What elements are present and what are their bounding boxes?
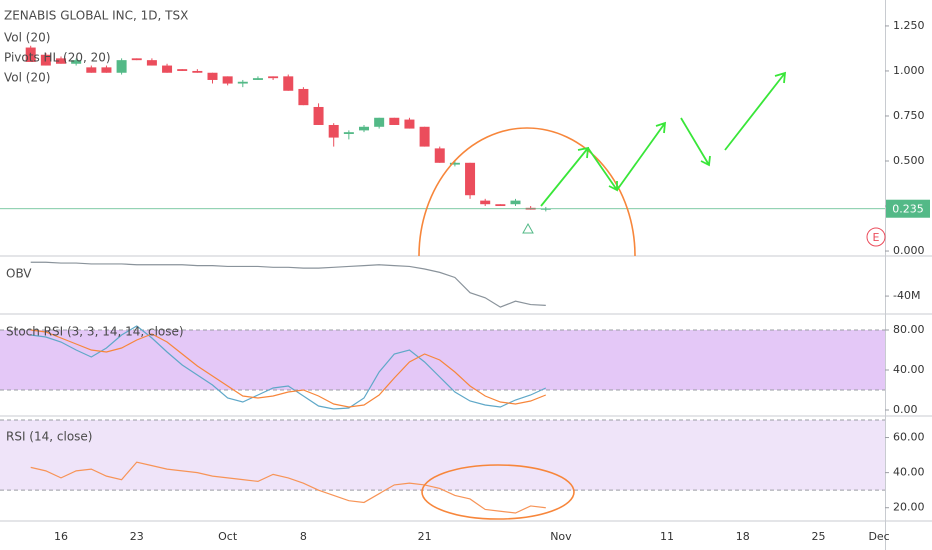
candle-body xyxy=(177,69,188,71)
indicator-label: Vol (20) xyxy=(4,71,50,85)
x-tick-label: 21 xyxy=(418,530,432,543)
y-tick-label: 0.000 xyxy=(893,244,925,257)
y-tick-label: 0.00 xyxy=(893,403,918,416)
y-tick-label: -40M xyxy=(893,289,920,302)
y-tick-label: 20.00 xyxy=(893,501,925,514)
candle-body xyxy=(449,162,460,165)
y-tick-label: 60.00 xyxy=(893,431,925,444)
candle-body xyxy=(252,78,263,80)
candle-body xyxy=(480,200,491,205)
earnings-circle xyxy=(866,227,886,247)
x-tick-label: 11 xyxy=(660,530,674,543)
chart-title: ZENABIS GLOBAL INC, 1D, TSX xyxy=(4,9,188,23)
y-tick-label: 40.00 xyxy=(893,466,925,479)
series-line xyxy=(30,261,546,308)
candle-body xyxy=(404,119,415,129)
y-tick-label: 1.000 xyxy=(893,64,925,77)
last-price-box xyxy=(886,199,930,218)
candle-body xyxy=(328,124,339,138)
candle-body xyxy=(162,65,173,73)
pivot-triangle xyxy=(522,222,534,234)
x-tick-label: 25 xyxy=(812,530,826,543)
band-fill xyxy=(0,420,885,491)
candle-body xyxy=(313,106,324,125)
y-tick-label: 40.00 xyxy=(893,363,925,376)
arrow-drawings xyxy=(540,71,787,207)
x-tick-label: 8 xyxy=(300,530,307,543)
candle-body xyxy=(25,47,36,62)
candle-body xyxy=(101,67,112,73)
candle-body xyxy=(192,70,203,73)
series-line xyxy=(30,329,547,408)
pane-title: Stoch RSI (3, 3, 14, 14, close) xyxy=(6,325,184,339)
candle-body xyxy=(40,54,51,66)
candle-body xyxy=(207,72,218,80)
candle-body xyxy=(86,67,97,73)
candle-body xyxy=(222,76,233,84)
drawings xyxy=(418,71,886,520)
candle-body xyxy=(374,117,385,127)
last-price-label: 0.235 xyxy=(892,203,924,216)
arrow xyxy=(724,71,787,151)
y-tick-label: 80.00 xyxy=(893,323,925,336)
candle-body xyxy=(71,60,82,64)
earnings-marker: E xyxy=(873,231,880,244)
y-tick-label: 1.250 xyxy=(893,19,925,32)
candle-body xyxy=(283,76,294,91)
candle-body xyxy=(389,117,400,125)
candle-body xyxy=(540,208,551,210)
y-tick-label: 0.750 xyxy=(893,109,925,122)
band-fill xyxy=(0,330,885,390)
candle-body xyxy=(465,162,476,196)
x-tick-label: 18 xyxy=(736,530,750,543)
indicator-label: Vol (20) xyxy=(4,31,50,45)
candle-body xyxy=(146,60,157,66)
series-line xyxy=(30,325,547,410)
marks: 0.0000.2500.5000.7501.0001.2501623Oct821… xyxy=(0,19,930,543)
arrow xyxy=(680,117,711,167)
candle-body xyxy=(343,132,354,134)
arrow xyxy=(587,147,618,192)
candle-body xyxy=(116,60,127,73)
candle-body xyxy=(359,126,369,131)
candle-body xyxy=(131,58,142,61)
indicator-label: Pivots HL (20, 20) xyxy=(4,51,111,65)
pane-title: OBV xyxy=(6,267,32,281)
candle-body xyxy=(298,88,309,106)
series-line xyxy=(30,461,546,514)
x-tick-label: 16 xyxy=(54,530,68,543)
x-tick-label: Dec xyxy=(868,530,889,543)
candle-body xyxy=(237,81,248,84)
pane-title: RSI (14, close) xyxy=(6,430,92,444)
x-tick-label: 23 xyxy=(130,530,144,543)
candle-body xyxy=(268,76,279,79)
y-tick-label: 0.500 xyxy=(893,154,925,167)
candle-body xyxy=(434,148,445,163)
arrow xyxy=(540,146,590,207)
candle-body xyxy=(419,126,430,147)
x-tick-label: Nov xyxy=(550,530,572,543)
circle-drawing xyxy=(418,127,636,257)
candle-body xyxy=(495,204,506,207)
candle-body xyxy=(56,58,66,64)
candle-body xyxy=(510,200,521,205)
arrow xyxy=(616,121,667,191)
x-tick-label: Oct xyxy=(218,530,238,543)
circle-drawing xyxy=(421,464,575,520)
